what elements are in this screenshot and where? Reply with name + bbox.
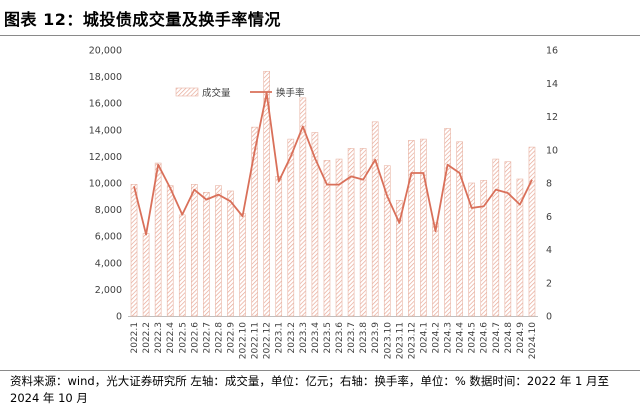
x-tick-label: 2024.1 [419, 322, 429, 354]
volume-bar [178, 214, 186, 317]
volume-bar [492, 158, 500, 317]
x-tick-label: 2023.2 [287, 322, 297, 354]
volume-bar [166, 185, 174, 317]
volume-bar [396, 199, 403, 317]
volume-bar [275, 176, 283, 317]
y-right-tick-label: 12 [546, 112, 558, 123]
x-tick-label: 2023.1 [275, 322, 285, 354]
volume-bar [203, 192, 210, 317]
x-tick-label: 2024.10 [528, 322, 538, 359]
y-left-tick-label: 8,000 [95, 205, 122, 216]
x-tick-label: 2022.2 [142, 322, 152, 354]
volume-bar [239, 213, 246, 317]
x-tick-label: 2023.5 [323, 322, 333, 354]
volume-bar [347, 148, 355, 317]
turnover-line [133, 92, 533, 236]
y-right-tick-label: 6 [546, 212, 552, 223]
x-tick-label: 2022.6 [190, 322, 200, 354]
y-left-tick-label: 6,000 [95, 232, 122, 243]
y-right-tick-label: 8 [546, 179, 552, 190]
volume-bar [420, 138, 427, 317]
volume-bar [215, 185, 222, 317]
x-tick-label: 2024.2 [432, 322, 442, 354]
volume-bar [383, 165, 391, 317]
y-right-tick-label: 0 [546, 312, 552, 323]
y-left-tick-label: 10,000 [89, 179, 122, 190]
x-tick-label: 2023.3 [299, 322, 309, 354]
x-tick-label: 2023.8 [359, 322, 369, 354]
volume-bar [287, 138, 295, 317]
y-right-tick-label: 10 [546, 145, 558, 156]
volume-bar [227, 190, 234, 317]
x-tick-label: 2023.6 [335, 322, 345, 354]
x-tick-label: 2023.12 [407, 322, 417, 359]
x-tick-label: 2022.4 [166, 322, 176, 354]
volume-bar [323, 160, 331, 317]
volume-bar [142, 233, 150, 317]
y-right-tick-label: 2 [546, 278, 552, 289]
source-note: 资料来源：wind，光大证券研究所 左轴：成交量，单位：亿元；右轴：换手率，单位… [10, 374, 609, 405]
volume-bar [130, 184, 138, 317]
x-tick-label: 2022.11 [251, 322, 261, 359]
x-tick-label: 2022.3 [154, 322, 164, 354]
x-tick-label: 2023.4 [311, 322, 321, 354]
figure-title: 图表 12：城投债成交量及换手率情况 [4, 10, 281, 29]
volume-bar [480, 180, 488, 317]
x-tick-label: 2022.7 [202, 322, 212, 354]
volume-bar [299, 97, 307, 317]
volume-bar [528, 146, 536, 317]
y-right-tick-label: 4 [546, 245, 552, 256]
x-tick-label: 2022.1 [130, 322, 140, 354]
volume-bar [263, 70, 270, 317]
y-left-tick-label: 16,000 [89, 99, 122, 110]
volume-bar [456, 141, 463, 317]
x-tick-label: 2024.7 [492, 322, 502, 354]
y-right-tick-label: 14 [546, 79, 558, 90]
volume-bar [359, 148, 367, 317]
y-left-tick-label: 12,000 [89, 152, 122, 163]
x-tick-label: 2024.5 [468, 322, 478, 354]
x-tick-label: 2022.8 [214, 322, 224, 354]
volume-bar [444, 128, 451, 317]
y-right-tick-label: 16 [546, 46, 558, 57]
x-tick-label: 2024.6 [480, 322, 490, 354]
volume-bar [371, 121, 379, 317]
title-divider [0, 35, 640, 36]
x-tick-label: 2022.9 [227, 322, 237, 354]
volume-bar [335, 158, 343, 317]
x-tick-label: 2023.9 [371, 322, 381, 354]
x-tick-label: 2023.11 [395, 322, 405, 359]
volume-bar [504, 161, 512, 317]
footer-divider [0, 370, 640, 371]
x-tick-label: 2024.3 [444, 322, 454, 354]
y-left-tick-label: 14,000 [89, 125, 122, 136]
y-left-tick-label: 0 [116, 312, 122, 323]
x-tick-label: 2024.9 [516, 322, 526, 354]
x-tick-label: 2023.10 [383, 322, 393, 359]
y-left-tick-label: 20,000 [89, 46, 122, 57]
volume-bar [516, 178, 524, 317]
volume-bar [311, 132, 319, 317]
legend-volume-label: 成交量 [202, 87, 231, 99]
x-tick-label: 2024.8 [504, 322, 514, 354]
x-tick-label: 2022.5 [178, 322, 188, 354]
volume-bar [191, 184, 198, 317]
volume-bar [432, 222, 439, 317]
legend-turnover-label: 换手率 [276, 87, 305, 99]
volume-bar [468, 182, 475, 317]
x-tick-label: 2022.10 [239, 322, 249, 359]
volume-bar [154, 162, 162, 317]
volume-turnover-chart: 0 2,000 4,000 6,000 8,000 10,000 12,000 14,000 1… [89, 46, 558, 360]
volume-bar [408, 140, 415, 317]
x-tick-label: 2023.7 [347, 322, 357, 354]
y-left-tick-label: 2,000 [95, 285, 122, 296]
x-tick-label: 2024.4 [456, 322, 466, 354]
legend-volume-swatch [175, 87, 199, 97]
volume-bar [251, 126, 258, 317]
y-left-tick-label: 18,000 [89, 72, 122, 83]
y-left-tick-label: 4,000 [95, 258, 122, 269]
x-tick-label: 2022.12 [263, 322, 273, 359]
